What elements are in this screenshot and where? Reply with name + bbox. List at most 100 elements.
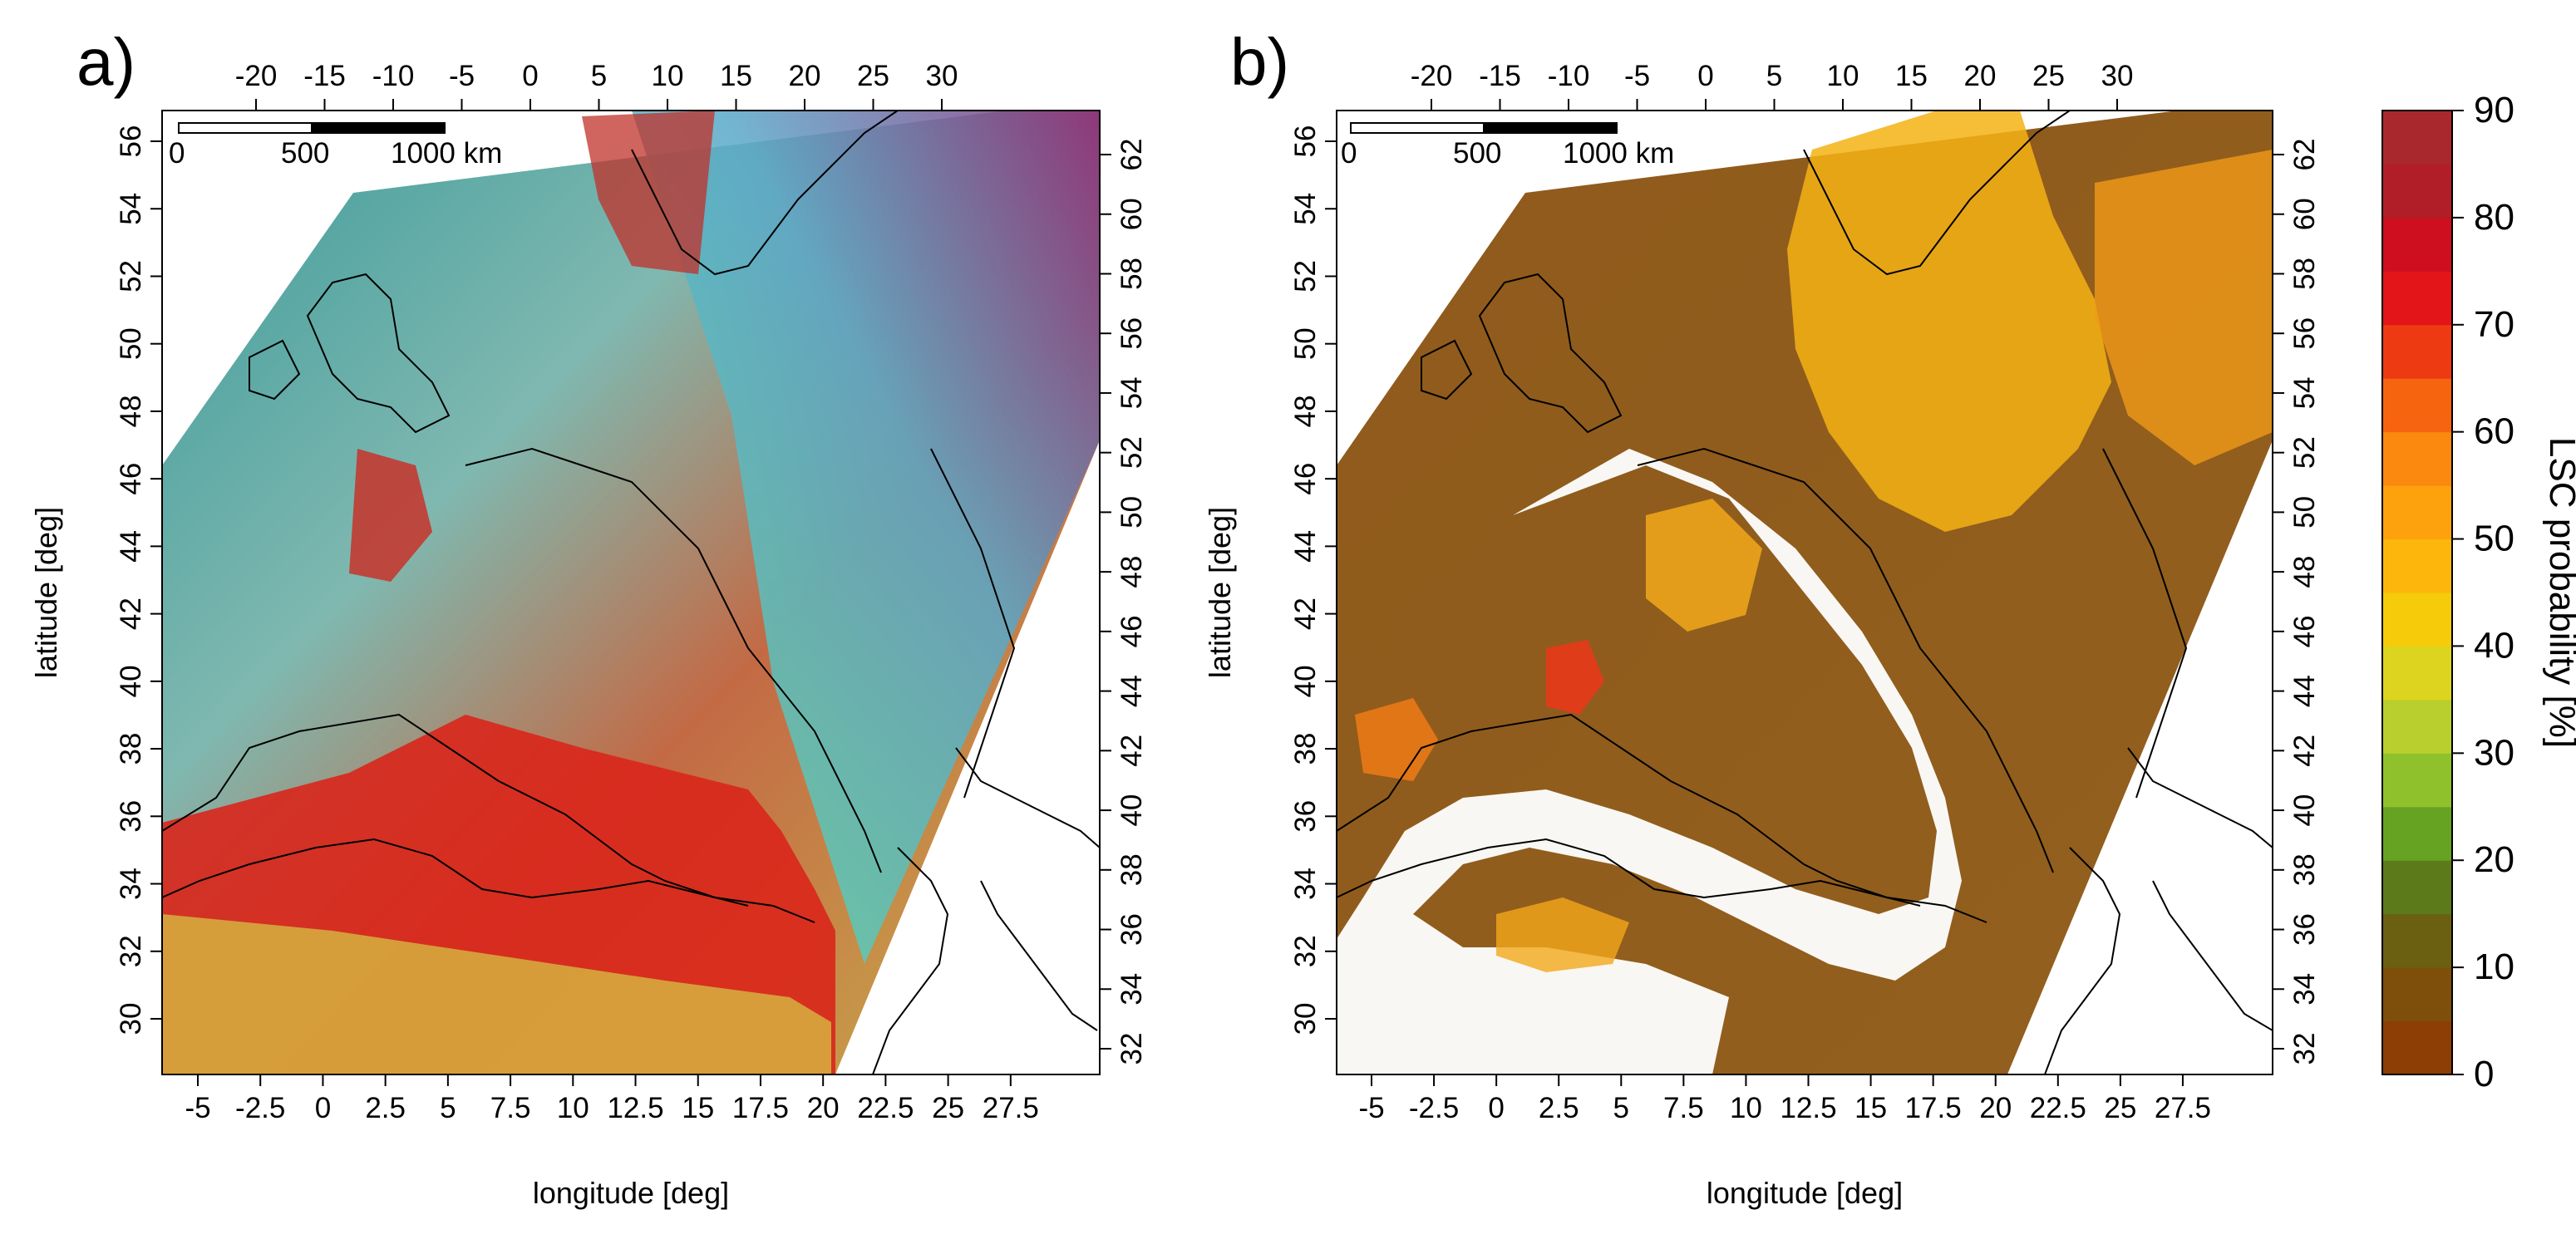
colorbar-swatch — [2382, 111, 2452, 165]
right-tick-label: 58 — [2288, 258, 2321, 290]
colorbar-swatch — [2382, 485, 2452, 540]
scale-bar-white-segment — [1350, 122, 1485, 134]
top-tick-label: 5 — [591, 60, 607, 92]
y-tick-label: 32 — [115, 935, 147, 967]
right-tick-label: 32 — [2288, 1033, 2321, 1065]
colorbar-swatch — [2382, 324, 2452, 379]
scale-bar-black-segment — [311, 122, 446, 134]
top-tick-label: -20 — [1411, 60, 1453, 92]
right-tick-label: 40 — [2288, 794, 2321, 827]
y-tick-label: 44 — [115, 530, 147, 563]
y-tick-label: 56 — [1289, 125, 1322, 158]
right-tick-label: 34 — [2288, 973, 2321, 1006]
colorbar-tick-label: 0 — [2474, 1054, 2494, 1094]
right-tick-label: 44 — [2288, 675, 2321, 707]
x-tick-label: 2.5 — [365, 1092, 406, 1124]
x-tick-label: 22.5 — [2030, 1092, 2086, 1124]
y-tick-label: 36 — [1289, 800, 1322, 833]
lsc-patch-red-iberia — [1546, 640, 1604, 715]
top-tick-label: 15 — [1895, 60, 1928, 92]
y-tick-label: 34 — [115, 868, 147, 900]
colorbar-swatch — [2382, 753, 2452, 808]
right-tick-label: 48 — [2288, 556, 2321, 588]
lsc-high-probability-east — [2095, 150, 2273, 465]
x-tick-label: 27.5 — [2155, 1092, 2211, 1124]
y-tick-label: 54 — [1289, 193, 1322, 225]
colorbar-tick-label: 50 — [2474, 519, 2514, 559]
x-axis-label-b: longitude [deg] — [1707, 1176, 1903, 1210]
right-tick-label: 52 — [2288, 436, 2321, 469]
top-tick-label: -15 — [1479, 60, 1521, 92]
panel-b-map — [1337, 111, 2273, 1074]
colorbar-tick-label: 30 — [2474, 732, 2514, 773]
colorbar-swatch — [2382, 271, 2452, 326]
right-tick-label: 32 — [1116, 1033, 1148, 1065]
right-tick-label: 56 — [1116, 317, 1148, 350]
right-tick-label: 46 — [2288, 615, 2321, 647]
x-tick-label: 0 — [1488, 1092, 1504, 1124]
right-tick-label: 36 — [2288, 913, 2321, 946]
y-axis-label-a: latitude [deg] — [29, 507, 63, 678]
colorbar-swatch — [2382, 1020, 2452, 1075]
colorbar-tick-label: 70 — [2474, 304, 2514, 345]
panel-a-map — [162, 111, 1100, 1074]
top-tick-label: -10 — [1548, 60, 1590, 92]
x-tick-label: 12.5 — [607, 1092, 663, 1124]
right-tick-label: 48 — [1116, 556, 1148, 588]
top-tick-label: -15 — [303, 60, 346, 92]
x-tick-label: 5 — [1613, 1092, 1629, 1124]
colorbar-swatch — [2382, 378, 2452, 433]
x-tick-label: 17.5 — [732, 1092, 789, 1124]
top-tick-label: -5 — [449, 60, 475, 92]
y-tick-label: 40 — [1289, 665, 1322, 697]
y-tick-label: 38 — [115, 733, 147, 765]
colorbar-swatch — [2382, 913, 2452, 968]
x-tick-label: -5 — [185, 1092, 210, 1124]
top-tick-label: 0 — [522, 60, 538, 92]
colorbar-frame — [2381, 110, 2453, 1075]
right-tick-label: 62 — [2288, 139, 2321, 171]
x-tick-label: -5 — [1358, 1092, 1384, 1124]
scale-bar-b: 0 500 1000 km — [1341, 122, 1674, 170]
lsc-patch-central — [1646, 499, 1762, 632]
y-tick-label: 34 — [1289, 868, 1322, 900]
right-tick-label: 46 — [1116, 615, 1148, 647]
scale-bar-label-1000: 1000 km — [391, 137, 502, 170]
right-tick-label: 36 — [1116, 913, 1148, 946]
x-tick-label: -2.5 — [1409, 1092, 1459, 1124]
top-tick-label: -20 — [235, 60, 278, 92]
top-tick-label: 20 — [789, 60, 821, 92]
top-tick-label: 10 — [1827, 60, 1859, 92]
colorbar-swatches — [2382, 111, 2452, 1075]
colorbar-swatch — [2382, 538, 2452, 593]
top-tick-label: 25 — [2032, 60, 2065, 92]
panel-b-label: b) — [1230, 25, 1289, 99]
colorbar-tick-label: 20 — [2474, 839, 2514, 880]
top-tick-label: -5 — [1624, 60, 1650, 92]
x-tick-label: 17.5 — [1905, 1092, 1962, 1124]
y-tick-label: 42 — [115, 597, 147, 630]
x-tick-label: 22.5 — [857, 1092, 914, 1124]
y-tick-label: 50 — [115, 327, 147, 360]
x-tick-label: -2.5 — [235, 1092, 285, 1124]
y-tick-label: 38 — [1289, 733, 1322, 765]
y-axis-label-b: latitude [deg] — [1203, 507, 1237, 678]
x-tick-label: 10 — [557, 1092, 589, 1124]
x-tick-label: 5 — [440, 1092, 456, 1124]
plot-frame-b — [1336, 110, 2273, 1075]
right-tick-label: 60 — [1116, 198, 1148, 230]
x-tick-label: 0 — [315, 1092, 331, 1124]
y-tick-label: 48 — [1289, 395, 1322, 427]
top-tick-label: 30 — [926, 60, 958, 92]
top-tick-label: 20 — [1964, 60, 1997, 92]
colorbar-swatch — [2382, 592, 2452, 647]
panel-a-label: a) — [76, 25, 135, 99]
scale-bar-label-0: 0 — [1341, 137, 1357, 170]
colorbar-swatch — [2382, 967, 2452, 1022]
lsc-patch-africa — [1496, 897, 1629, 972]
y-tick-label: 52 — [115, 260, 147, 293]
x-tick-label: 7.5 — [490, 1092, 531, 1124]
y-tick-label: 46 — [115, 463, 147, 495]
scale-bar-label-1000: 1000 km — [1563, 137, 1674, 170]
y-tick-label: 46 — [1289, 463, 1322, 495]
